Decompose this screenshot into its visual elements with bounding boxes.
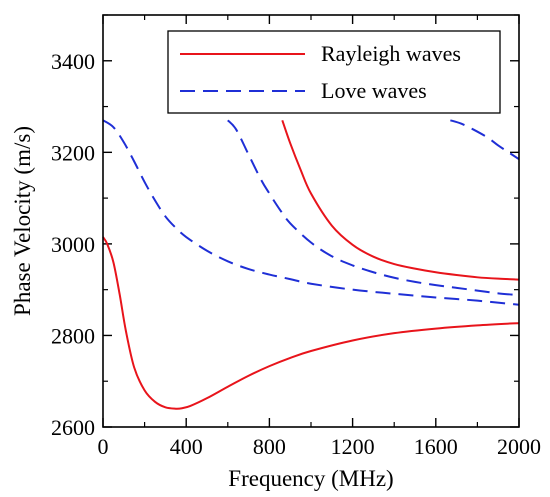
love-wave-curve-3: [227, 119, 520, 297]
curves: [102, 119, 520, 410]
legend-box: [167, 30, 501, 114]
x-tick-label: 400: [170, 434, 203, 459]
legend-label-rayleigh: Rayleigh waves: [321, 41, 461, 66]
y-axis-title: Phase Velocity (m/s): [10, 126, 35, 316]
x-axis-title: Frequency (MHz): [228, 466, 393, 491]
love-wave-curve-2: [102, 119, 520, 306]
x-tick-label: 0: [98, 434, 109, 459]
x-tick-label: 2000: [497, 434, 541, 459]
y-tick-label: 2800: [51, 323, 95, 348]
plot-frame: [102, 14, 520, 428]
y-tick-label: 3400: [51, 49, 95, 74]
legend-label-love: Love waves: [321, 78, 427, 103]
rayleigh-wave-curve-0: [102, 236, 520, 410]
y-tick-label: 3000: [51, 232, 95, 257]
love-wave-curve-4: [450, 119, 520, 161]
x-tick-label: 1600: [414, 434, 458, 459]
y-tick-label: 3200: [51, 140, 95, 165]
tick-labels: 0 400 800 1200 1600 2000 2600 2800 3000 3200 3400: [51, 49, 541, 459]
y-tick-label: 2600: [51, 415, 95, 440]
rayleigh-wave-curve-1: [281, 119, 520, 281]
legend: Rayleigh waves Love waves: [167, 30, 501, 114]
x-tick-label: 800: [253, 434, 286, 459]
x-tick-label: 1200: [331, 434, 375, 459]
